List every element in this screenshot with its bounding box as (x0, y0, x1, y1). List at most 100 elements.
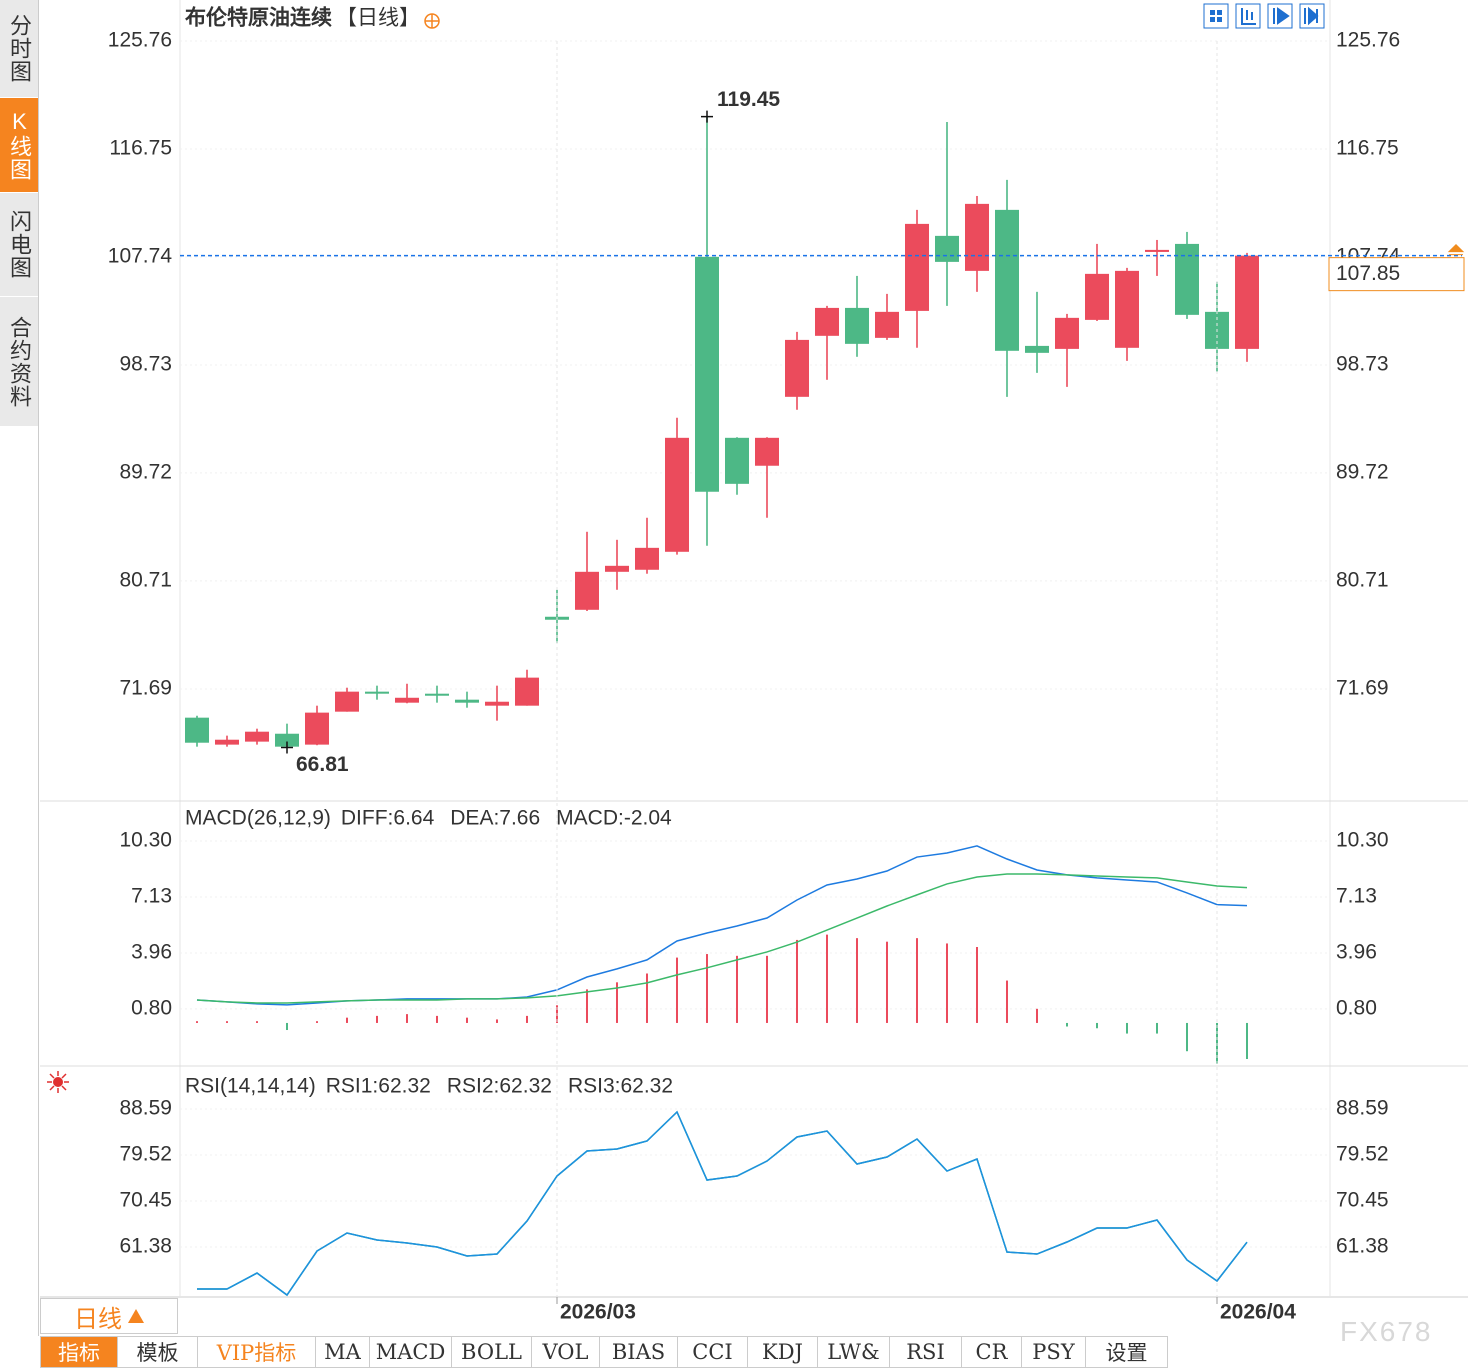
low-label: 66.81 (296, 753, 349, 776)
candle-body (635, 547, 659, 570)
toolbar-icons[interactable] (1203, 3, 1325, 29)
icon-layout[interactable] (1203, 3, 1229, 29)
candle-body (965, 203, 989, 271)
last-price-label: 107.85 (1336, 262, 1400, 285)
y-tick-label: 70.45 (119, 1189, 172, 1212)
candle-body (815, 307, 839, 336)
legend-text: 62.32 (499, 1075, 552, 1098)
add-icon (425, 14, 439, 28)
legend-text: RSI(14,14,14) (185, 1075, 316, 1098)
indicator-tab[interactable]: MACD (370, 1336, 452, 1368)
y-tick-label-right: 7.13 (1336, 885, 1377, 908)
indicator-tab[interactable]: CCI (678, 1336, 748, 1368)
high-label: 119.45 (717, 88, 780, 111)
legend-text: MACD(26,12,9) (185, 807, 331, 830)
y-tick-label: 80.71 (119, 568, 172, 591)
side-tab[interactable]: 闪电图 (0, 193, 38, 297)
candle-body (695, 256, 719, 492)
candle-body (365, 691, 389, 694)
y-tick-label: 79.52 (119, 1143, 172, 1166)
side-tab[interactable]: 分时图 (0, 0, 38, 98)
legend-text: 62.32 (378, 1075, 431, 1098)
x-tick-label: 2026/04 (1220, 1301, 1296, 1324)
legend-text: 6.64 (393, 807, 434, 830)
candle-body (905, 223, 929, 311)
icon-glyph (1273, 7, 1290, 25)
candle-body (1025, 345, 1049, 353)
rsi-settings-icon[interactable] (47, 1071, 69, 1093)
y-tick-label: 3.96 (131, 941, 172, 964)
candle-body (305, 712, 329, 745)
legend-text: DEA: (450, 807, 499, 830)
y-tick-label-right: 80.71 (1336, 568, 1389, 591)
y-tick-label: 7.13 (131, 885, 172, 908)
icon-glyph (1304, 6, 1319, 26)
candle-body (1235, 255, 1259, 349)
sidebar: 分时图 K线图 闪电图 合约资料 (0, 0, 39, 1336)
candle-body (935, 235, 959, 262)
y-tick-label: 125.76 (108, 29, 172, 52)
y-tick-label-right: 88.59 (1336, 1097, 1389, 1120)
legend-text: RSI3: (568, 1075, 621, 1098)
y-tick-label: 98.73 (119, 352, 172, 375)
indicator-tab[interactable]: LW& (818, 1336, 890, 1368)
y-tick-label-right: 98.73 (1336, 352, 1389, 375)
candle-body (575, 571, 599, 610)
candle-body (755, 437, 779, 466)
indicator-line (197, 1110, 1248, 1297)
period-label: 日线 (74, 1305, 122, 1333)
candle-body (245, 731, 269, 742)
candle-body (1115, 270, 1139, 348)
indicator-tab[interactable]: 模板 (118, 1336, 198, 1368)
side-tab[interactable]: K线图 (0, 98, 38, 193)
candle-body (485, 701, 509, 706)
candle-body (875, 311, 899, 338)
candle-body (995, 209, 1019, 351)
candle-body (515, 677, 539, 706)
indicator-tab[interactable]: PSY (1022, 1336, 1086, 1368)
high-marker (701, 110, 713, 123)
candle-body (1055, 317, 1079, 349)
y-tick-label-right: 116.75 (1336, 137, 1399, 160)
indicator-tab[interactable]: BIAS (600, 1336, 678, 1368)
chart-subtitle: 【日线】 (336, 7, 420, 30)
indicator-tab[interactable]: KDJ (748, 1336, 818, 1368)
low-marker (281, 741, 293, 754)
y-tick-label-right: 61.38 (1336, 1235, 1389, 1258)
candle-body (785, 339, 809, 397)
y-tick-label: 88.59 (119, 1097, 172, 1120)
icon-rays (47, 1071, 69, 1093)
y-tick-label-right: 70.45 (1336, 1189, 1389, 1212)
indicator-tabs: 指标 模板 VIP指标 MA MACD BOLL VOL BIAS CCI KDJ LW& RSI CR… (40, 1336, 1168, 1368)
candle-body (1085, 273, 1109, 320)
y-tick-label: 116.75 (109, 137, 172, 160)
indicator-tab[interactable]: 指标 (40, 1336, 118, 1368)
candle-body (1145, 249, 1169, 252)
last-price-arrow (1447, 243, 1465, 256)
candle-body (845, 307, 869, 344)
indicator-tab[interactable]: CR (962, 1336, 1022, 1368)
indicator-tab[interactable]: VIP指标 (198, 1336, 316, 1368)
period-selector[interactable]: 日线 (40, 1298, 178, 1334)
y-tick-label-right: 10.30 (1336, 829, 1389, 852)
icon-glyph (1210, 10, 1222, 22)
y-tick-label: 107.74 (108, 245, 173, 268)
y-tick-label: 61.38 (119, 1235, 172, 1258)
candle-body (185, 717, 209, 743)
candle-body (335, 691, 359, 712)
legend-text: RSI1: (326, 1075, 379, 1098)
indicator-tab[interactable]: 设置 (1086, 1336, 1168, 1368)
legend-text: MACD: (556, 807, 624, 830)
indicator-tab[interactable]: MA (316, 1336, 370, 1368)
y-tick-label: 89.72 (119, 460, 172, 483)
y-tick-label-right: 71.69 (1336, 677, 1389, 700)
side-tab[interactable]: 合约资料 (0, 297, 38, 427)
chart-title: 布伦特原油连续 (185, 6, 332, 30)
y-tick-label-right: 79.52 (1336, 1143, 1389, 1166)
indicator-tab[interactable]: BOLL (452, 1336, 532, 1368)
candle-body (215, 739, 239, 745)
indicator-tab[interactable]: RSI (890, 1336, 962, 1368)
legend-text: 62.32 (620, 1075, 673, 1098)
indicator-tab[interactable]: VOL (532, 1336, 600, 1368)
